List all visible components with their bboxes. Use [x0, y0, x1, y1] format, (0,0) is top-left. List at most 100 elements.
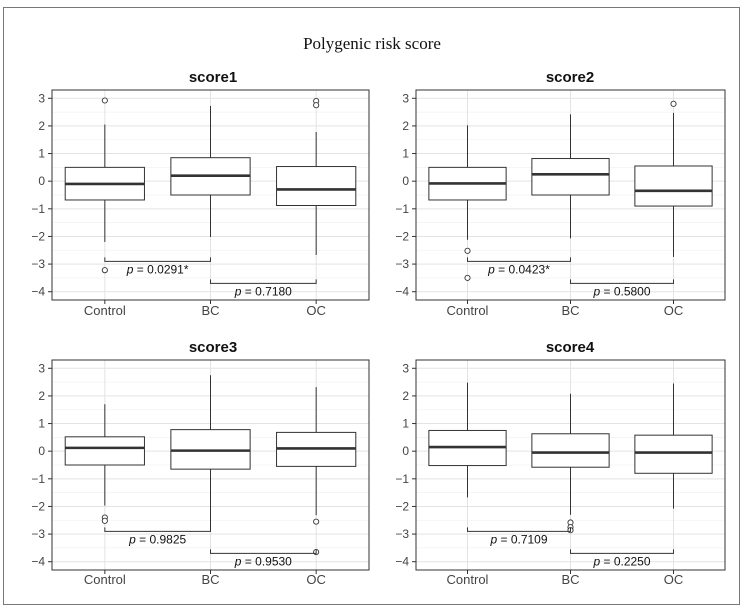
y-tick-label: −2	[395, 229, 409, 243]
box-iqr	[634, 434, 713, 474]
outlier-point	[464, 247, 471, 254]
y-tick-label: 0	[38, 174, 45, 188]
y-tick-label: 2	[402, 389, 409, 403]
x-tick-label: BC	[201, 303, 219, 318]
box-iqr	[531, 158, 610, 196]
y-tick-label: 0	[402, 174, 409, 188]
y-tick-label: 0	[38, 444, 45, 458]
x-tick-label: BC	[201, 572, 219, 587]
box-BC	[170, 375, 251, 528]
significance-bracket	[210, 549, 317, 554]
panel-border	[415, 359, 726, 571]
p-value-label: p = 0.9825	[128, 532, 186, 546]
box-iqr	[276, 166, 357, 206]
panel-score2: score2 −4 −3 −2 −1 0 1 2 3 Control BC OC p = 0.0423*…	[395, 69, 726, 318]
box-iqr	[64, 436, 145, 466]
box-Control	[64, 404, 145, 524]
y-tick-label: 1	[38, 147, 45, 161]
panel-title: score4	[546, 339, 595, 356]
x-tick-label: Control	[447, 303, 489, 318]
y-tick-label: −1	[395, 472, 409, 486]
x-tick-label: BC	[561, 572, 579, 587]
panels: score1 −4 −3 −2 −1 0 1 2 3 Control BC OC p = 0.0291*…	[31, 69, 726, 587]
panel-title: score3	[189, 339, 237, 356]
x-tick-label: Control	[84, 572, 126, 587]
y-tick-label: 3	[402, 91, 409, 105]
panel-border	[51, 359, 370, 571]
y-tick-label: 2	[38, 119, 45, 133]
y-tick-label: −4	[395, 555, 409, 569]
box-OC	[634, 100, 713, 257]
panel-score1: score1 −4 −3 −2 −1 0 1 2 3 Control BC OC p = 0.0291*…	[31, 69, 370, 318]
p-value-label: p = 0.5800	[592, 284, 650, 298]
box-Control	[428, 382, 507, 498]
p-value-label: p = 0.7109	[489, 532, 547, 546]
x-tick-label: OC	[306, 303, 326, 318]
outlier-point	[313, 518, 320, 525]
outlier-point	[101, 267, 108, 274]
box-BC	[531, 114, 610, 239]
y-tick-label: −2	[395, 499, 409, 513]
panel-border	[415, 89, 726, 301]
box-Control	[428, 125, 507, 281]
outlier-point	[313, 102, 320, 109]
y-tick-label: 3	[38, 361, 45, 375]
x-tick-label: OC	[664, 572, 684, 587]
p-value-label: p = 0.2250	[592, 554, 650, 568]
significance-bracket	[467, 257, 571, 262]
y-tick-label: −4	[31, 285, 45, 299]
y-tick-label: −3	[395, 527, 409, 541]
y-tick-label: 0	[402, 444, 409, 458]
y-tick-label: −1	[31, 202, 45, 216]
panel-score3: score3 −4 −3 −2 −1 0 1 2 3 Control BC OC p = 0.9825 p…	[31, 339, 370, 587]
y-tick-label: −4	[31, 555, 45, 569]
x-tick-label: Control	[84, 303, 126, 318]
y-tick-label: 2	[38, 389, 45, 403]
panel-title: score2	[546, 69, 594, 86]
outlier-point	[101, 97, 108, 104]
p-value-label: p = 0.0291*	[126, 262, 189, 276]
significance-bracket	[570, 279, 674, 284]
figure-frame	[3, 7, 740, 605]
y-tick-label: 1	[402, 147, 409, 161]
y-tick-label: −3	[395, 257, 409, 271]
x-tick-label: BC	[561, 303, 579, 318]
y-tick-label: −3	[31, 257, 45, 271]
y-tick-label: 3	[402, 361, 409, 375]
y-tick-label: 2	[402, 119, 409, 133]
outlier-point	[101, 517, 108, 524]
box-Control	[64, 97, 145, 274]
y-tick-label: 3	[38, 91, 45, 105]
y-tick-label: 1	[38, 417, 45, 431]
significance-bracket	[104, 257, 211, 262]
box-OC	[276, 387, 357, 556]
outlier-point	[670, 100, 677, 107]
p-value-label: p = 0.9530	[234, 554, 292, 568]
box-iqr	[634, 165, 713, 207]
panel-title: score1	[189, 69, 237, 86]
significance-bracket	[104, 527, 211, 532]
figure-title: Polygenic risk score	[303, 34, 441, 53]
outlier-point	[464, 274, 471, 281]
y-tick-label: −4	[395, 285, 409, 299]
panel-score4: score4 −4 −3 −2 −1 0 1 2 3 Control BC OC p = 0.7109 p…	[395, 339, 726, 587]
box-OC	[276, 98, 357, 255]
significance-bracket	[467, 527, 571, 532]
x-tick-label: OC	[306, 572, 326, 587]
box-BC	[170, 106, 251, 237]
x-tick-label: OC	[664, 303, 684, 318]
significance-bracket	[210, 279, 317, 284]
y-tick-label: −1	[395, 202, 409, 216]
box-iqr	[531, 433, 610, 468]
y-tick-label: −1	[31, 472, 45, 486]
box-BC	[531, 393, 610, 534]
p-value-label: p = 0.0423*	[487, 262, 550, 276]
box-OC	[634, 383, 713, 509]
significance-bracket	[570, 549, 674, 554]
y-tick-label: −2	[31, 229, 45, 243]
panel-border	[51, 89, 370, 301]
y-tick-label: −3	[31, 527, 45, 541]
p-value-label: p = 0.7180	[234, 284, 292, 298]
y-tick-label: 1	[402, 417, 409, 431]
